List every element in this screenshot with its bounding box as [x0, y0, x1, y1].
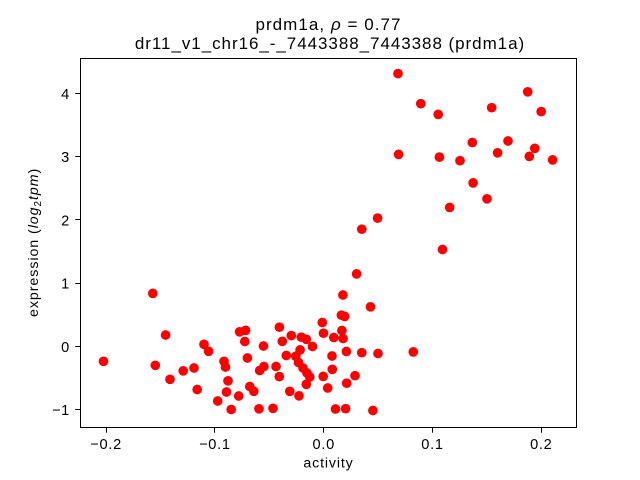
- svg-text:0: 0: [61, 340, 70, 356]
- svg-text:2: 2: [61, 213, 70, 229]
- svg-text:−1: −1: [52, 403, 70, 419]
- svg-text:0.0: 0.0: [313, 437, 335, 453]
- svg-text:3: 3: [61, 150, 70, 166]
- svg-text:−0.2: −0.2: [90, 437, 122, 453]
- svg-text:0.2: 0.2: [530, 437, 552, 453]
- svg-text:−0.1: −0.1: [199, 437, 231, 453]
- svg-text:prdm1a, ρ = 0.77: prdm1a, ρ = 0.77: [255, 15, 401, 34]
- svg-text:4: 4: [61, 87, 70, 103]
- svg-text:activity: activity: [303, 455, 353, 471]
- svg-text:0.1: 0.1: [421, 437, 443, 453]
- svg-text:1: 1: [61, 277, 70, 293]
- svg-text:expression (log2tpm): expression (log2tpm): [26, 168, 44, 317]
- svg-text:dr11_v1_chr16_-_7443388_744338: dr11_v1_chr16_-_7443388_7443388 (prdm1a): [135, 34, 525, 53]
